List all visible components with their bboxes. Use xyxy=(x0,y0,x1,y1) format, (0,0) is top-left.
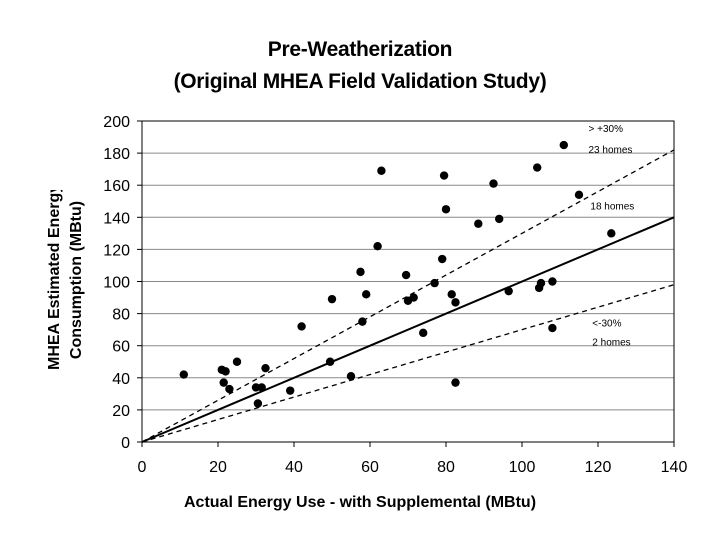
data-point xyxy=(346,371,356,381)
x-tick-label-80: 80 xyxy=(437,459,455,476)
y-tick-label-200: 200 xyxy=(103,114,130,131)
annotation-3: <-30% xyxy=(592,318,621,329)
x-tick-label-120: 120 xyxy=(585,459,612,476)
data-point xyxy=(504,286,513,296)
data-point xyxy=(253,399,263,408)
reference-line-0 xyxy=(141,216,675,443)
x-tick-label-0: 0 xyxy=(138,459,147,476)
x-axis-label: Actual Energy Use - with Supplemental (M… xyxy=(183,494,537,511)
data-point xyxy=(179,370,188,379)
data-point xyxy=(362,290,371,299)
y-tick-label-140: 140 xyxy=(103,210,130,227)
annotation-0: > +30% xyxy=(589,124,624,135)
y-tick-label-160: 160 xyxy=(103,178,130,195)
x-tick-label-140: 140 xyxy=(661,459,688,476)
data-point xyxy=(401,270,411,280)
data-point xyxy=(327,294,337,304)
data-point xyxy=(257,383,266,392)
data-point xyxy=(325,357,335,366)
annotation-1: 23 homes xyxy=(589,145,633,156)
y-tick-label-180: 180 xyxy=(103,146,130,163)
data-point xyxy=(441,205,451,214)
data-point xyxy=(559,140,568,150)
annotation-2: 18 homes xyxy=(590,201,634,212)
y-tick-label-120: 120 xyxy=(103,242,130,259)
data-point xyxy=(286,386,295,395)
reference-line-1 xyxy=(141,149,675,443)
x-tick-label-20: 20 xyxy=(209,459,227,476)
data-point xyxy=(373,241,382,251)
data-point xyxy=(447,290,456,299)
data-point xyxy=(548,323,557,333)
data-point xyxy=(358,317,367,326)
data-point xyxy=(430,278,439,288)
y-tick-label-40: 40 xyxy=(112,371,130,388)
data-point xyxy=(607,229,616,238)
data-point xyxy=(419,328,428,338)
data-point xyxy=(536,278,546,288)
chart-title: Pre-Weatherization xyxy=(267,38,453,61)
data-point xyxy=(356,267,365,277)
data-point xyxy=(409,293,418,302)
data-point xyxy=(451,378,460,387)
data-point xyxy=(495,214,504,224)
data-point xyxy=(474,219,483,228)
reference-line-2 xyxy=(141,284,675,443)
data-point xyxy=(297,322,306,331)
annotation-4: 2 homes xyxy=(592,338,630,349)
data-point xyxy=(232,357,242,366)
data-point xyxy=(219,378,228,387)
data-point xyxy=(225,384,234,394)
y-tick-label-20: 20 xyxy=(112,403,130,420)
data-point xyxy=(574,190,584,200)
y-tick-label-100: 100 xyxy=(103,275,130,292)
data-point xyxy=(451,298,460,307)
data-point xyxy=(221,367,230,376)
data-point xyxy=(548,277,557,286)
data-point xyxy=(261,363,270,373)
x-tick-label-100: 100 xyxy=(509,459,536,476)
y-tick-label-60: 60 xyxy=(112,339,130,356)
x-tick-label-60: 60 xyxy=(361,459,379,476)
data-point xyxy=(533,163,542,172)
x-tick-label-40: 40 xyxy=(285,459,303,476)
y-tick-label-80: 80 xyxy=(112,307,130,324)
chart-subtitle: (Original MHEA Field Validation Study) xyxy=(173,70,547,93)
y-tick-label-0: 0 xyxy=(121,435,130,452)
data-point xyxy=(439,171,449,180)
data-point xyxy=(438,254,447,264)
data-point xyxy=(489,179,498,188)
data-point xyxy=(377,166,386,175)
